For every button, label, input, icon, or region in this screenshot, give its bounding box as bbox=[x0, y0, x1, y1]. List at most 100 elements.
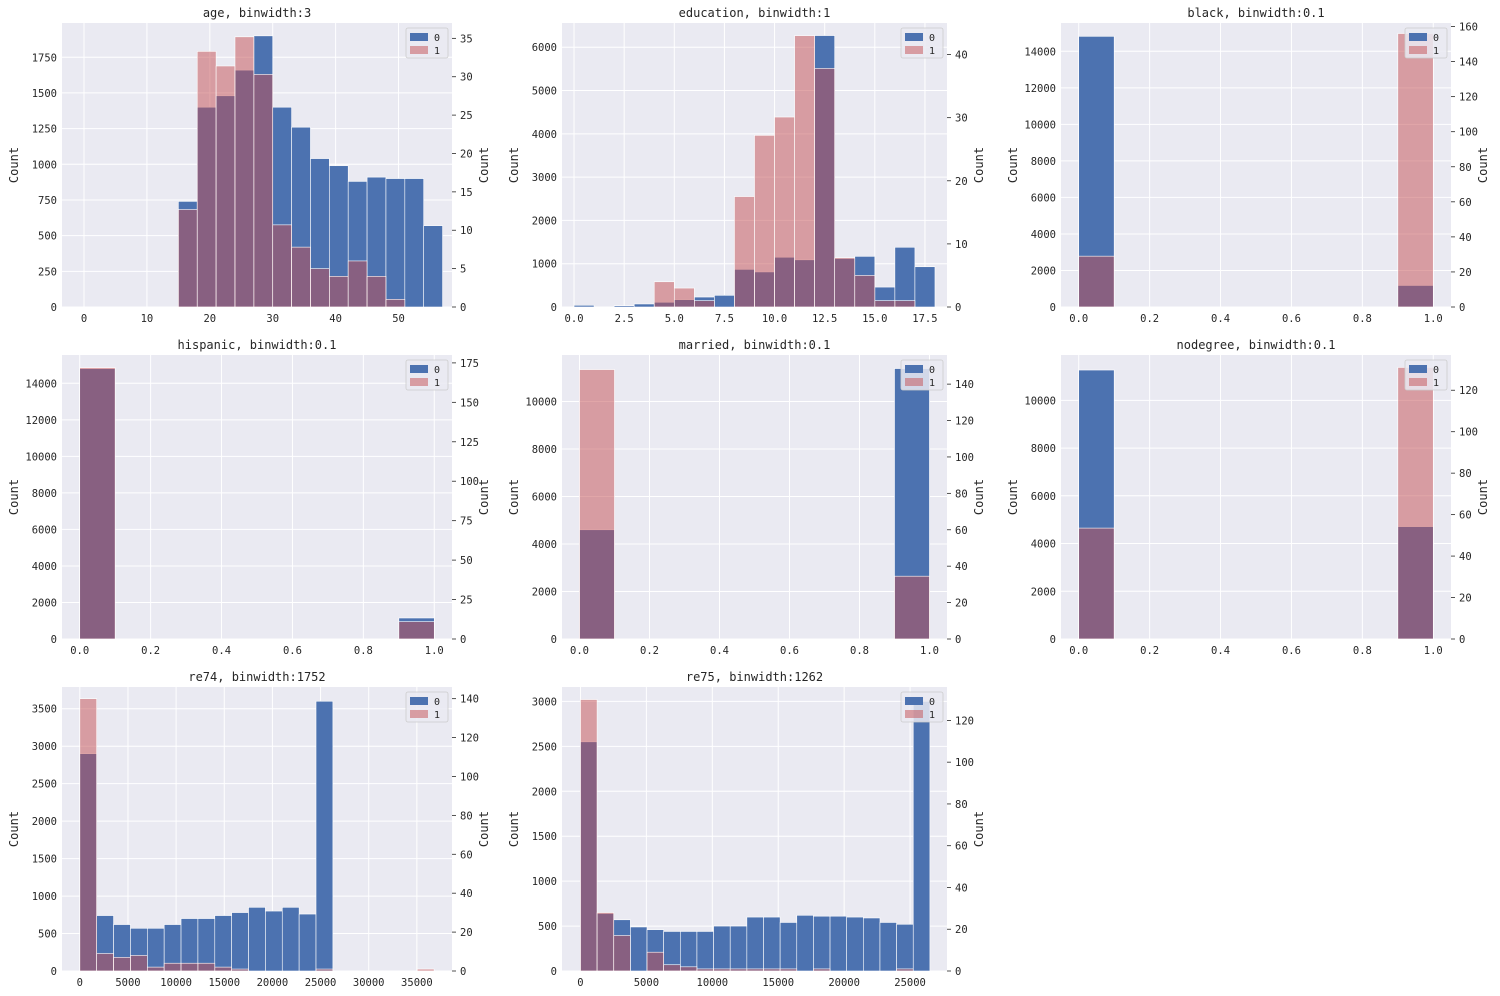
bar-series-0 bbox=[265, 910, 283, 972]
bar-series-1 bbox=[231, 968, 249, 972]
plot-area bbox=[1061, 355, 1451, 639]
y-axis-label-right: Count bbox=[972, 811, 986, 847]
bar-series-0 bbox=[729, 925, 748, 972]
chart-title: re75, binwidth:1262 bbox=[686, 670, 823, 684]
y-tick-label-left: 3500 bbox=[32, 704, 57, 716]
subplot-1: 0.0 2.5 5.0 7.5 10.0 12.5 15.0 17.5010002000300… bbox=[507, 6, 986, 325]
legend-swatch-0 bbox=[905, 33, 923, 41]
bar-series-1 bbox=[613, 935, 631, 972]
y-axis-label-right: Count bbox=[972, 479, 986, 515]
bar-series-0 bbox=[763, 916, 781, 972]
y-axis-label-left: Count bbox=[1006, 147, 1020, 183]
bar-series-0 bbox=[231, 912, 249, 972]
y-tick-label-right: 0 bbox=[460, 634, 466, 646]
legend-swatch-1 bbox=[410, 46, 428, 54]
bar-series-0 bbox=[746, 916, 764, 972]
bar-series-1 bbox=[1397, 33, 1434, 308]
bar-series-1 bbox=[398, 621, 435, 640]
bar-series-1 bbox=[663, 964, 681, 972]
x-tick-label: 2.5 bbox=[615, 313, 634, 325]
legend-label-1: 1 bbox=[1433, 378, 1439, 389]
y-tick-label-right: 120 bbox=[955, 416, 974, 428]
bar-series-0 bbox=[879, 922, 897, 972]
legend-swatch-0 bbox=[905, 365, 923, 373]
legend: 01 bbox=[405, 359, 449, 391]
legend-label-0: 0 bbox=[1433, 33, 1439, 44]
y-axis-label-right: Count bbox=[477, 811, 491, 847]
x-tick-label: 0 bbox=[577, 977, 583, 989]
x-tick-label: 0.2 bbox=[640, 645, 659, 657]
y-axis-label-left: Count bbox=[7, 479, 21, 515]
bar-series-1 bbox=[729, 968, 748, 972]
y-tick-label-left: 2000 bbox=[532, 587, 557, 599]
y-tick-label-right: 20 bbox=[955, 176, 968, 188]
legend-label-0: 0 bbox=[434, 33, 440, 44]
bar-series-1 bbox=[894, 300, 916, 308]
y-axis-label-left: Count bbox=[507, 147, 521, 183]
x-tick-label: 0.0 bbox=[570, 645, 589, 657]
legend-swatch-1 bbox=[410, 378, 428, 386]
y-tick-label-right: 60 bbox=[1459, 197, 1472, 209]
bar-series-1 bbox=[579, 369, 615, 640]
bar-series-0 bbox=[385, 178, 406, 308]
y-tick-label-right: 60 bbox=[1459, 510, 1472, 522]
x-tick-label: 50 bbox=[392, 313, 405, 325]
bar-series-0 bbox=[796, 914, 814, 972]
y-tick-label-right: 50 bbox=[460, 555, 473, 567]
y-tick-label-right: 120 bbox=[1459, 385, 1478, 397]
y-tick-label-right: 20 bbox=[460, 927, 473, 939]
y-tick-label-left: 10000 bbox=[1024, 395, 1056, 407]
legend-label-0: 0 bbox=[929, 365, 935, 376]
x-tick-label: 25000 bbox=[305, 977, 337, 989]
y-tick-label-left: 1500 bbox=[32, 854, 57, 866]
bar-series-1 bbox=[130, 955, 148, 972]
x-tick-label: 5000 bbox=[115, 977, 140, 989]
bar-series-1 bbox=[214, 966, 232, 972]
y-axis-label-right: Count bbox=[477, 479, 491, 515]
bar-series-0 bbox=[714, 295, 735, 308]
legend-swatch-1 bbox=[1409, 46, 1427, 54]
bar-series-1 bbox=[734, 196, 755, 308]
chart-title: re74, binwidth:1752 bbox=[188, 670, 325, 684]
legend-swatch-0 bbox=[410, 365, 428, 373]
bar-series-0 bbox=[146, 927, 165, 972]
x-tick-label: 0.8 bbox=[1353, 313, 1372, 325]
y-tick-label-left: 1000 bbox=[532, 259, 557, 271]
y-tick-label-right: 40 bbox=[460, 888, 473, 900]
y-tick-label-left: 5000 bbox=[532, 86, 557, 98]
bar-series-0 bbox=[281, 907, 300, 972]
y-axis-label-right: Count bbox=[1476, 479, 1490, 515]
y-tick-label-left: 0 bbox=[1050, 634, 1056, 646]
y-tick-label-right: 15 bbox=[460, 187, 473, 199]
bar-series-0 bbox=[813, 915, 831, 972]
x-tick-label: 0.0 bbox=[565, 313, 584, 325]
bar-series-0 bbox=[829, 915, 847, 972]
subplot-2: 0.0 0.2 0.4 0.6 0.8 1.00200040006000800010000… bbox=[1006, 6, 1490, 325]
bar-series-0 bbox=[404, 178, 424, 308]
y-tick-label-left: 1000 bbox=[532, 876, 557, 888]
x-tick-label: 0.8 bbox=[850, 645, 869, 657]
x-tick-label: 0.0 bbox=[1069, 645, 1088, 657]
y-tick-label-left: 2000 bbox=[1031, 586, 1056, 598]
y-tick-label-left: 4000 bbox=[532, 539, 557, 551]
y-tick-label-right: 5 bbox=[460, 264, 466, 276]
y-tick-label-right: 60 bbox=[955, 525, 968, 537]
y-tick-label-right: 30 bbox=[460, 72, 473, 84]
subplot-0: 0 10 20 30 40 5002505007501000125015001750051… bbox=[7, 6, 491, 325]
bar-series-1 bbox=[673, 287, 695, 308]
y-tick-label-left: 4000 bbox=[32, 561, 57, 573]
bar-series-1 bbox=[1078, 255, 1115, 308]
y-tick-label-right: 140 bbox=[460, 694, 479, 706]
legend-swatch-0 bbox=[905, 697, 923, 705]
y-tick-label-left: 0 bbox=[551, 302, 557, 314]
legend: 01 bbox=[1404, 27, 1448, 59]
bar-series-1 bbox=[834, 257, 856, 308]
y-tick-label-right: 80 bbox=[1459, 162, 1472, 174]
y-tick-label-left: 10000 bbox=[1024, 119, 1056, 131]
bar-series-0 bbox=[779, 922, 798, 972]
y-tick-label-right: 150 bbox=[460, 397, 479, 409]
y-tick-label-right: 20 bbox=[955, 598, 968, 610]
chart-title: hispanic, binwidth:0.1 bbox=[178, 338, 337, 352]
y-tick-label-right: 0 bbox=[955, 302, 961, 314]
y-tick-label-left: 2000 bbox=[532, 215, 557, 227]
